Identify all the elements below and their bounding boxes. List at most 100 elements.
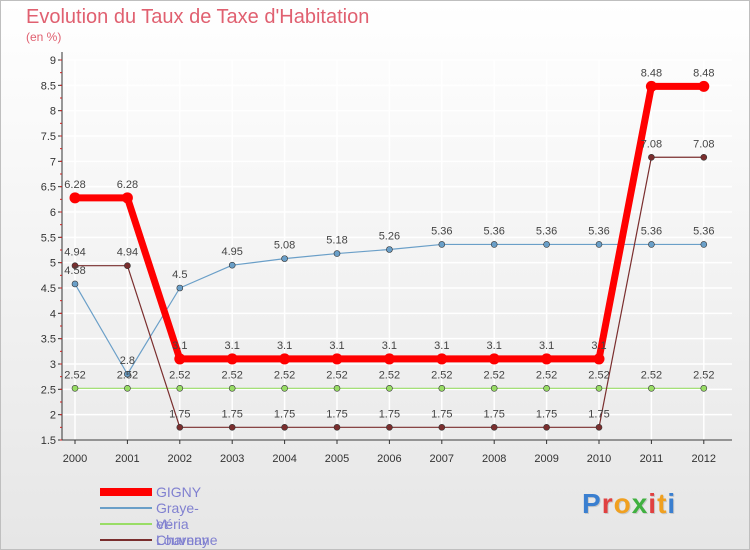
data-label-louvenne: 1.75 (588, 408, 609, 420)
data-label-veria: 2.52 (379, 369, 400, 381)
x-tick-label: 2011 (640, 453, 664, 465)
data-label-graye-et-charnay: 4.58 (64, 265, 85, 277)
data-label-graye-et-charnay: 4.95 (221, 246, 242, 258)
data-label-veria: 2.52 (693, 369, 714, 381)
data-label-gigny: 3.1 (172, 340, 187, 352)
grid-layer (62, 59, 732, 441)
y-tick-label: 7.5 (41, 131, 56, 143)
data-label-graye-et-charnay: 5.36 (483, 225, 504, 237)
x-tick-label: 2003 (220, 453, 244, 465)
data-label-graye-et-charnay: 5.36 (431, 225, 452, 237)
data-label-veria: 2.52 (274, 369, 295, 381)
data-label-louvenne: 4.94 (64, 247, 85, 259)
y-tick-label: 3 (50, 359, 56, 371)
legend-swatch-louvenne (100, 539, 152, 541)
data-point-gigny (69, 192, 81, 204)
data-point-veria (490, 385, 498, 392)
data-point-louvenne (700, 153, 708, 161)
data-label-gigny: 3.1 (434, 340, 449, 352)
data-label-graye-et-charnay: 2.8 (120, 355, 135, 367)
brand-letter: i (667, 488, 677, 519)
brand-letter: P (582, 488, 602, 519)
data-point-veria (700, 385, 708, 392)
y-tick-label: 5 (50, 258, 56, 270)
data-point-gigny (174, 353, 186, 365)
data-point-veria (595, 385, 603, 392)
x-tick-label: 2001 (115, 453, 139, 465)
data-label-veria: 2.52 (64, 369, 85, 381)
data-point-veria (176, 385, 184, 392)
x-tick-label: 2005 (325, 453, 349, 465)
x-tick-label: 2008 (482, 453, 506, 465)
x-tick-label: 2006 (377, 453, 401, 465)
x-tick-label: 2004 (272, 453, 296, 465)
data-label-gigny: 8.48 (641, 67, 662, 79)
y-tick-label: 7 (50, 156, 56, 168)
brand-letter: r (601, 488, 614, 519)
data-point-veria (648, 385, 655, 392)
data-label-gigny: 6.28 (117, 179, 138, 191)
data-point-gigny (279, 353, 291, 365)
data-label-gigny: 3.1 (225, 340, 240, 352)
data-point-louvenne (176, 424, 184, 431)
y-tick-label: 2 (50, 410, 56, 422)
data-point-graye-et-charnay (228, 261, 236, 269)
y-tick-label: 4 (50, 308, 56, 320)
data-point-gigny (698, 80, 710, 92)
legend-label: Graye-et-Charnay (156, 500, 209, 548)
data-label-graye-et-charnay: 5.26 (379, 230, 400, 242)
brand-letter: x (631, 488, 649, 519)
data-point-veria (386, 385, 393, 392)
data-point-louvenne (228, 424, 236, 431)
data-point-gigny (226, 353, 238, 365)
chart-title: Evolution du Taux de Taxe d'Habitation (26, 6, 370, 28)
data-label-graye-et-charnay: 5.18 (326, 235, 347, 247)
data-label-layer: 6.28 6.28 3.1 3.1 3.1 3.1 3.1 3.1 3.1 3.1 3.1 8.48 8… (64, 67, 714, 420)
legend-swatch-gigny (100, 488, 152, 496)
data-point-louvenne (281, 424, 288, 431)
y-tick-label: 5.5 (41, 232, 56, 244)
data-point-graye-et-charnay (333, 250, 341, 257)
data-point-gigny (121, 192, 133, 204)
y-tick-label: 8 (50, 106, 56, 118)
data-point-louvenne (386, 424, 393, 431)
data-point-veria (124, 385, 131, 392)
data-point-graye-et-charnay (700, 241, 708, 248)
y-tick-label: 6 (50, 207, 56, 219)
data-label-louvenne: 1.75 (169, 408, 190, 420)
x-tick-label: 2007 (430, 453, 454, 465)
data-point-graye-et-charnay (438, 241, 446, 248)
data-point-louvenne (490, 424, 498, 431)
y-tick-label: 3.5 (41, 334, 56, 346)
data-label-graye-et-charnay: 5.36 (536, 225, 557, 237)
data-label-veria: 2.52 (169, 369, 190, 381)
legend-label: Véria (156, 516, 189, 532)
data-label-louvenne: 1.75 (274, 408, 295, 420)
data-label-gigny: 3.1 (382, 340, 397, 352)
data-point-veria (71, 385, 79, 392)
data-point-graye-et-charnay (176, 284, 184, 292)
data-point-veria (228, 385, 236, 392)
data-label-gigny: 6.28 (64, 179, 85, 191)
brand-letter: o (613, 488, 632, 519)
data-label-gigny: 3.1 (329, 340, 344, 352)
data-point-graye-et-charnay (281, 255, 288, 262)
data-point-graye-et-charnay (490, 241, 498, 248)
series-layer (69, 80, 710, 431)
data-point-gigny (593, 353, 605, 365)
data-point-louvenne (71, 262, 79, 270)
data-label-louvenne: 1.75 (379, 408, 400, 420)
data-label-graye-et-charnay: 5.08 (274, 240, 295, 252)
data-label-louvenne: 1.75 (483, 408, 504, 420)
y-tick-label: 2.5 (41, 384, 56, 396)
chart-unit-label: (en %) (26, 30, 62, 44)
data-point-graye-et-charnay (386, 246, 393, 253)
data-label-gigny: 3.1 (487, 340, 502, 352)
brand-logo: Proxiti (582, 488, 676, 520)
data-label-veria: 2.52 (641, 369, 662, 381)
brand-letter: i (648, 488, 658, 519)
data-label-louvenne: 1.75 (536, 408, 557, 420)
y-tick-label: 9 (50, 55, 56, 67)
y-tick-label: 4.5 (41, 283, 56, 295)
data-label-louvenne: 1.75 (431, 408, 452, 420)
